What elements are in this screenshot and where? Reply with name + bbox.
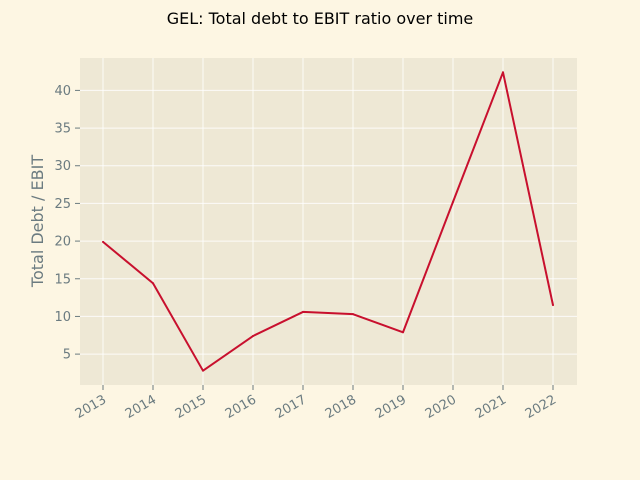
y-tick-label: 35 [54,122,71,137]
data-point [202,369,204,372]
series-layer [102,71,554,372]
y-tick-label: 5 [63,348,71,363]
x-tick-label: 2015 [173,392,209,422]
x-tick-label: 2020 [423,392,459,422]
x-tick-label: 2019 [373,392,409,422]
y-tick-label: 30 [54,159,71,174]
grid [80,58,577,385]
y-axis-label: Total Debt / EBIT [28,155,47,288]
data-point [552,304,554,307]
x-tick-label: 2018 [323,392,359,422]
series-line [102,71,554,372]
x-tick-label: 2022 [523,392,559,422]
plot-area [80,58,577,385]
data-point [102,240,104,243]
data-point [252,335,254,338]
x-tick-label: 2016 [223,392,259,422]
y-tick-label: 25 [54,197,71,212]
y-tick-label: 10 [54,310,71,325]
y-tick-label: 40 [54,84,71,99]
chart-title: GEL: Total debt to EBIT ratio over time [167,9,474,28]
x-tick-label: 2014 [123,392,159,422]
x-tick-label: 2013 [73,392,109,422]
y-tick-label: 15 [54,272,71,287]
x-tick-label: 2021 [473,392,509,422]
x-tick-label: 2017 [273,392,309,422]
data-point [502,71,504,74]
data-point [302,310,304,313]
y-tick-label: 20 [54,235,71,250]
data-point [452,200,454,203]
data-point [402,331,404,334]
data-point [352,313,354,316]
data-point [152,282,154,285]
